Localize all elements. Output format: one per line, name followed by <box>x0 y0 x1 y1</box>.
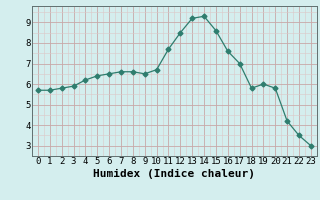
X-axis label: Humidex (Indice chaleur): Humidex (Indice chaleur) <box>93 169 255 179</box>
